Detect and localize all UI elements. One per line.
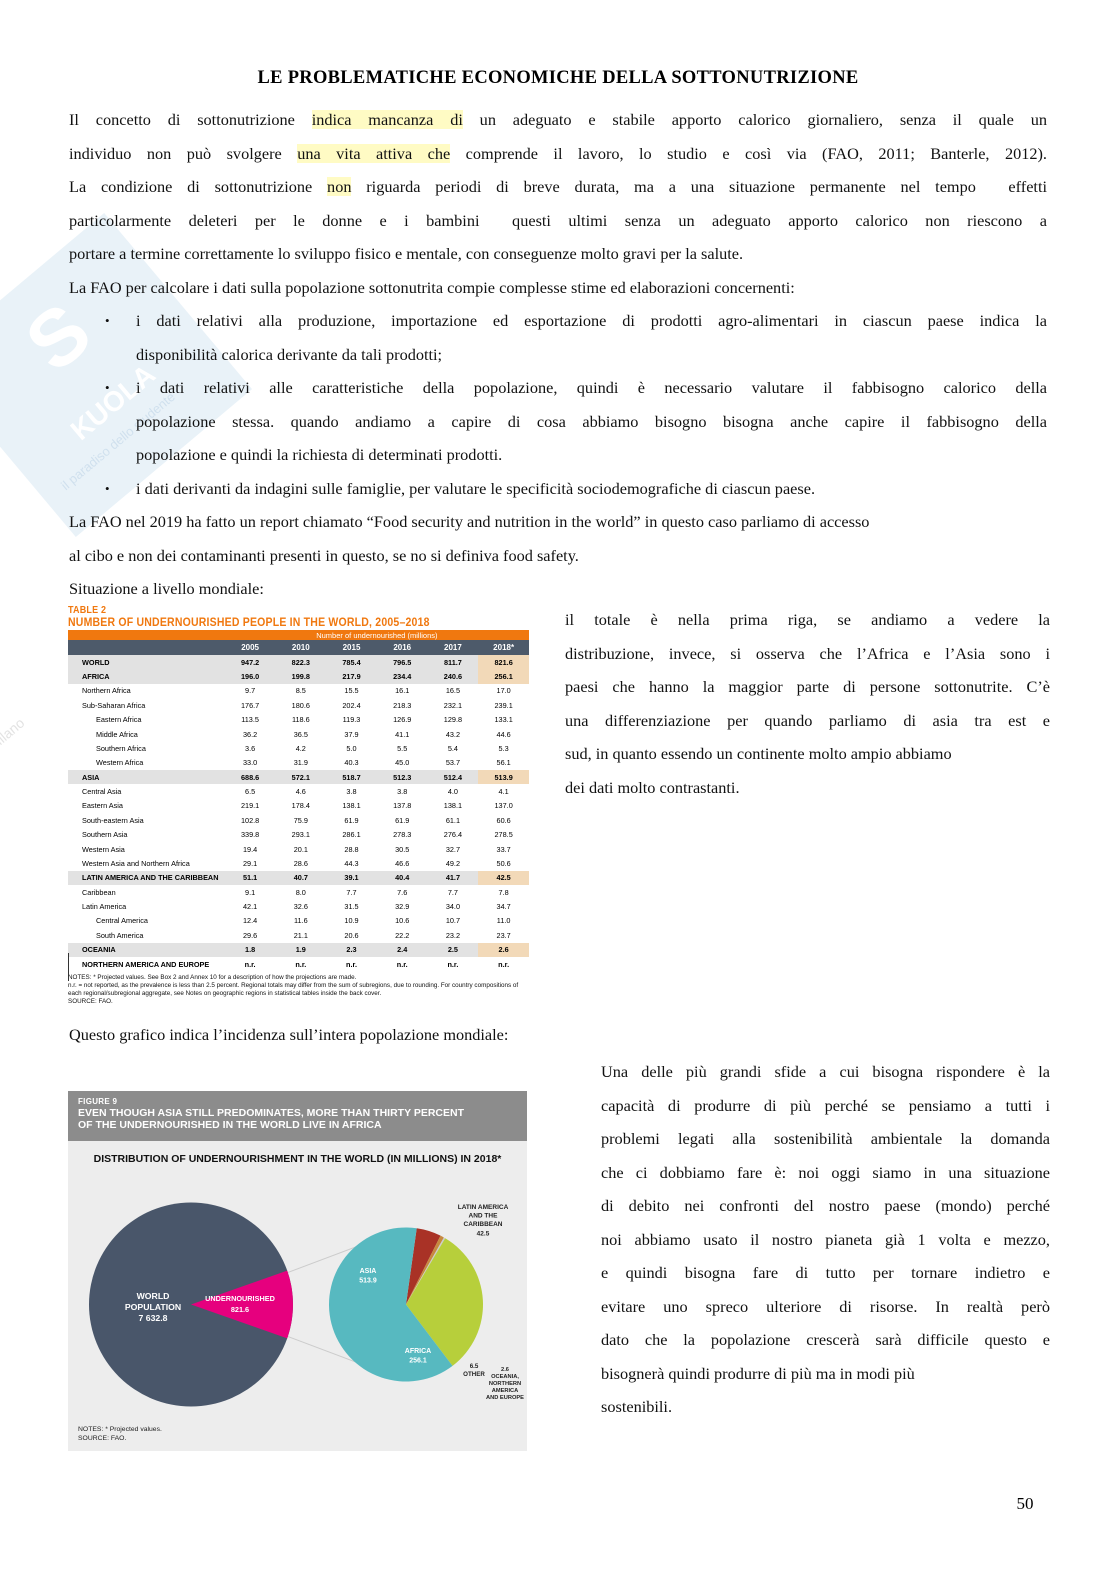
svg-text:OTHER: OTHER [463,1371,485,1378]
svg-text:256.1: 256.1 [409,1358,427,1365]
svg-text:7 632.8: 7 632.8 [139,1313,168,1323]
svg-text:ASIA: ASIA [360,1268,377,1275]
svg-text:6.5: 6.5 [470,1363,479,1370]
svg-text:AND EUROPE: AND EUROPE [486,1395,524,1401]
svg-text:AFRICA: AFRICA [405,1348,431,1355]
svg-text:42.5: 42.5 [477,1231,490,1238]
svg-text:AND THE: AND THE [469,1213,499,1220]
svg-text:NORTHERN: NORTHERN [489,1381,521,1387]
svg-text:copyright università degli stu: copyright università degli studi di Mila… [0,714,28,885]
svg-text:821.6: 821.6 [231,1305,249,1314]
svg-text:AMERICA: AMERICA [492,1388,519,1394]
svg-text:OCEANIA,: OCEANIA, [491,1374,519,1380]
svg-text:LATIN AMERICA: LATIN AMERICA [458,1204,509,1211]
svg-text:CARIBBEAN: CARIBBEAN [464,1221,503,1228]
svg-text:513.9: 513.9 [359,1278,377,1285]
svg-text:UNDERNOURISHED: UNDERNOURISHED [205,1294,275,1303]
svg-text:POPULATION: POPULATION [125,1302,181,1312]
svg-text:WORLD: WORLD [137,1291,170,1301]
svg-text:2.6: 2.6 [501,1367,509,1373]
